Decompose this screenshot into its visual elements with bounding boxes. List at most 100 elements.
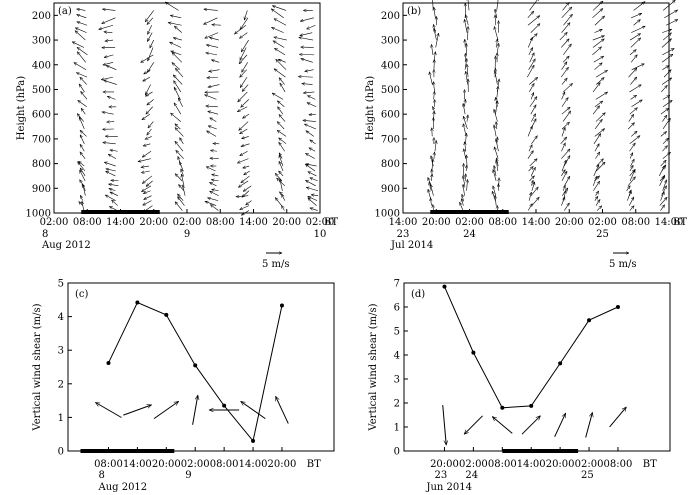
wind-vector	[464, 19, 468, 33]
wind-vector	[561, 78, 567, 85]
shear-arrow	[153, 401, 179, 420]
y-tick-label: 900	[32, 184, 51, 195]
x-tick-label: 14:00	[106, 217, 135, 228]
wind-vector	[468, 26, 469, 41]
wind-vector	[238, 91, 248, 102]
wind-vector	[180, 138, 184, 144]
wind-vector	[308, 198, 317, 206]
daytime-bar	[502, 449, 579, 453]
wind-vector	[80, 168, 86, 177]
wind-vector	[244, 10, 248, 20]
y-tick-label: 5	[394, 327, 400, 338]
wind-vector	[112, 200, 118, 206]
wind-vector	[466, 155, 467, 167]
wind-vector	[307, 102, 317, 108]
wind-vector	[663, 0, 675, 11]
wind-vector	[495, 71, 498, 85]
wind-vector	[467, 64, 468, 78]
wind-vector	[497, 39, 498, 48]
wind-vector	[527, 151, 533, 159]
x-tick-label: 14:00	[522, 217, 551, 228]
x-tick-label: 08:00	[73, 217, 102, 228]
wind-vector	[529, 0, 538, 11]
wind-vector	[630, 55, 637, 63]
wind-vector	[434, 28, 437, 41]
wind-vector	[83, 185, 86, 196]
wind-vector	[145, 84, 151, 95]
date-label: 25	[596, 229, 609, 240]
wind-vector	[272, 93, 284, 100]
wind-vector	[560, 67, 568, 78]
shear-arrow	[521, 416, 540, 435]
wind-vector	[596, 162, 605, 172]
wind-vector	[143, 144, 151, 146]
wind-vector	[107, 96, 116, 100]
daytime-bar	[430, 210, 509, 214]
shear-arrow	[241, 401, 266, 420]
wind-vector	[298, 76, 313, 77]
wind-vector	[147, 99, 154, 105]
wind-vector	[103, 62, 114, 65]
wind-vector	[171, 51, 182, 56]
wind-vector	[626, 186, 631, 191]
wind-vector	[210, 118, 217, 122]
x-tick-label: 20:00	[272, 217, 301, 228]
wind-vector	[662, 29, 671, 33]
wind-vector	[467, 115, 468, 122]
wind-vector	[310, 208, 318, 211]
wind-vector	[463, 124, 467, 137]
wind-vector	[81, 91, 88, 100]
wind-vector	[210, 191, 219, 196]
wind-vector	[80, 130, 87, 137]
y-tick-label: 4	[58, 312, 64, 323]
wind-vector	[306, 180, 316, 187]
y-tick-label: 3	[394, 375, 400, 386]
wind-vector	[627, 177, 635, 187]
date-label: 23	[397, 229, 410, 240]
wind-vector	[563, 155, 570, 167]
wind-vector	[527, 37, 532, 48]
date-label: 8	[98, 470, 104, 481]
shear-line	[444, 286, 619, 409]
y-axis-label: Vertical wind shear (m/s)	[32, 303, 43, 431]
wind-vector	[300, 32, 313, 36]
wind-vector	[299, 54, 315, 55]
x-tick-label: 14:00	[389, 217, 418, 228]
wind-vector	[633, 19, 641, 26]
wind-vector	[305, 70, 314, 72]
wind-vector	[106, 169, 116, 172]
wind-vector	[434, 7, 436, 18]
x-tick-label: 08:00	[94, 459, 123, 470]
date-label: 10	[314, 229, 327, 240]
x-tick-label: 02:00	[173, 217, 202, 228]
wind-vector	[433, 52, 436, 63]
wind-vector	[274, 37, 287, 41]
wind-vector	[279, 161, 284, 172]
wind-vector	[468, 0, 469, 11]
wind-vector	[174, 26, 182, 33]
wind-vector	[560, 137, 567, 145]
wind-vector	[143, 76, 151, 81]
x-tick-label: 14:00	[517, 459, 546, 470]
wind-vector	[594, 101, 603, 108]
wind-vector	[561, 39, 569, 48]
wind-vector	[242, 84, 249, 92]
x-tick-label: 20:00	[555, 217, 584, 228]
data-point	[251, 438, 256, 443]
wind-vector	[183, 185, 186, 196]
wind-vector	[142, 150, 152, 157]
wind-vector	[148, 121, 154, 128]
wind-vector	[102, 112, 114, 115]
wind-vector	[531, 136, 537, 145]
wind-vector	[662, 95, 670, 100]
wind-vector	[144, 195, 152, 200]
month-label: Aug 2012	[41, 240, 91, 251]
wind-vector	[593, 165, 600, 177]
wind-vector	[435, 33, 439, 48]
wind-vector	[240, 128, 248, 134]
wind-vector	[299, 37, 314, 41]
wind-vector	[237, 158, 249, 163]
wind-vector	[628, 114, 634, 122]
